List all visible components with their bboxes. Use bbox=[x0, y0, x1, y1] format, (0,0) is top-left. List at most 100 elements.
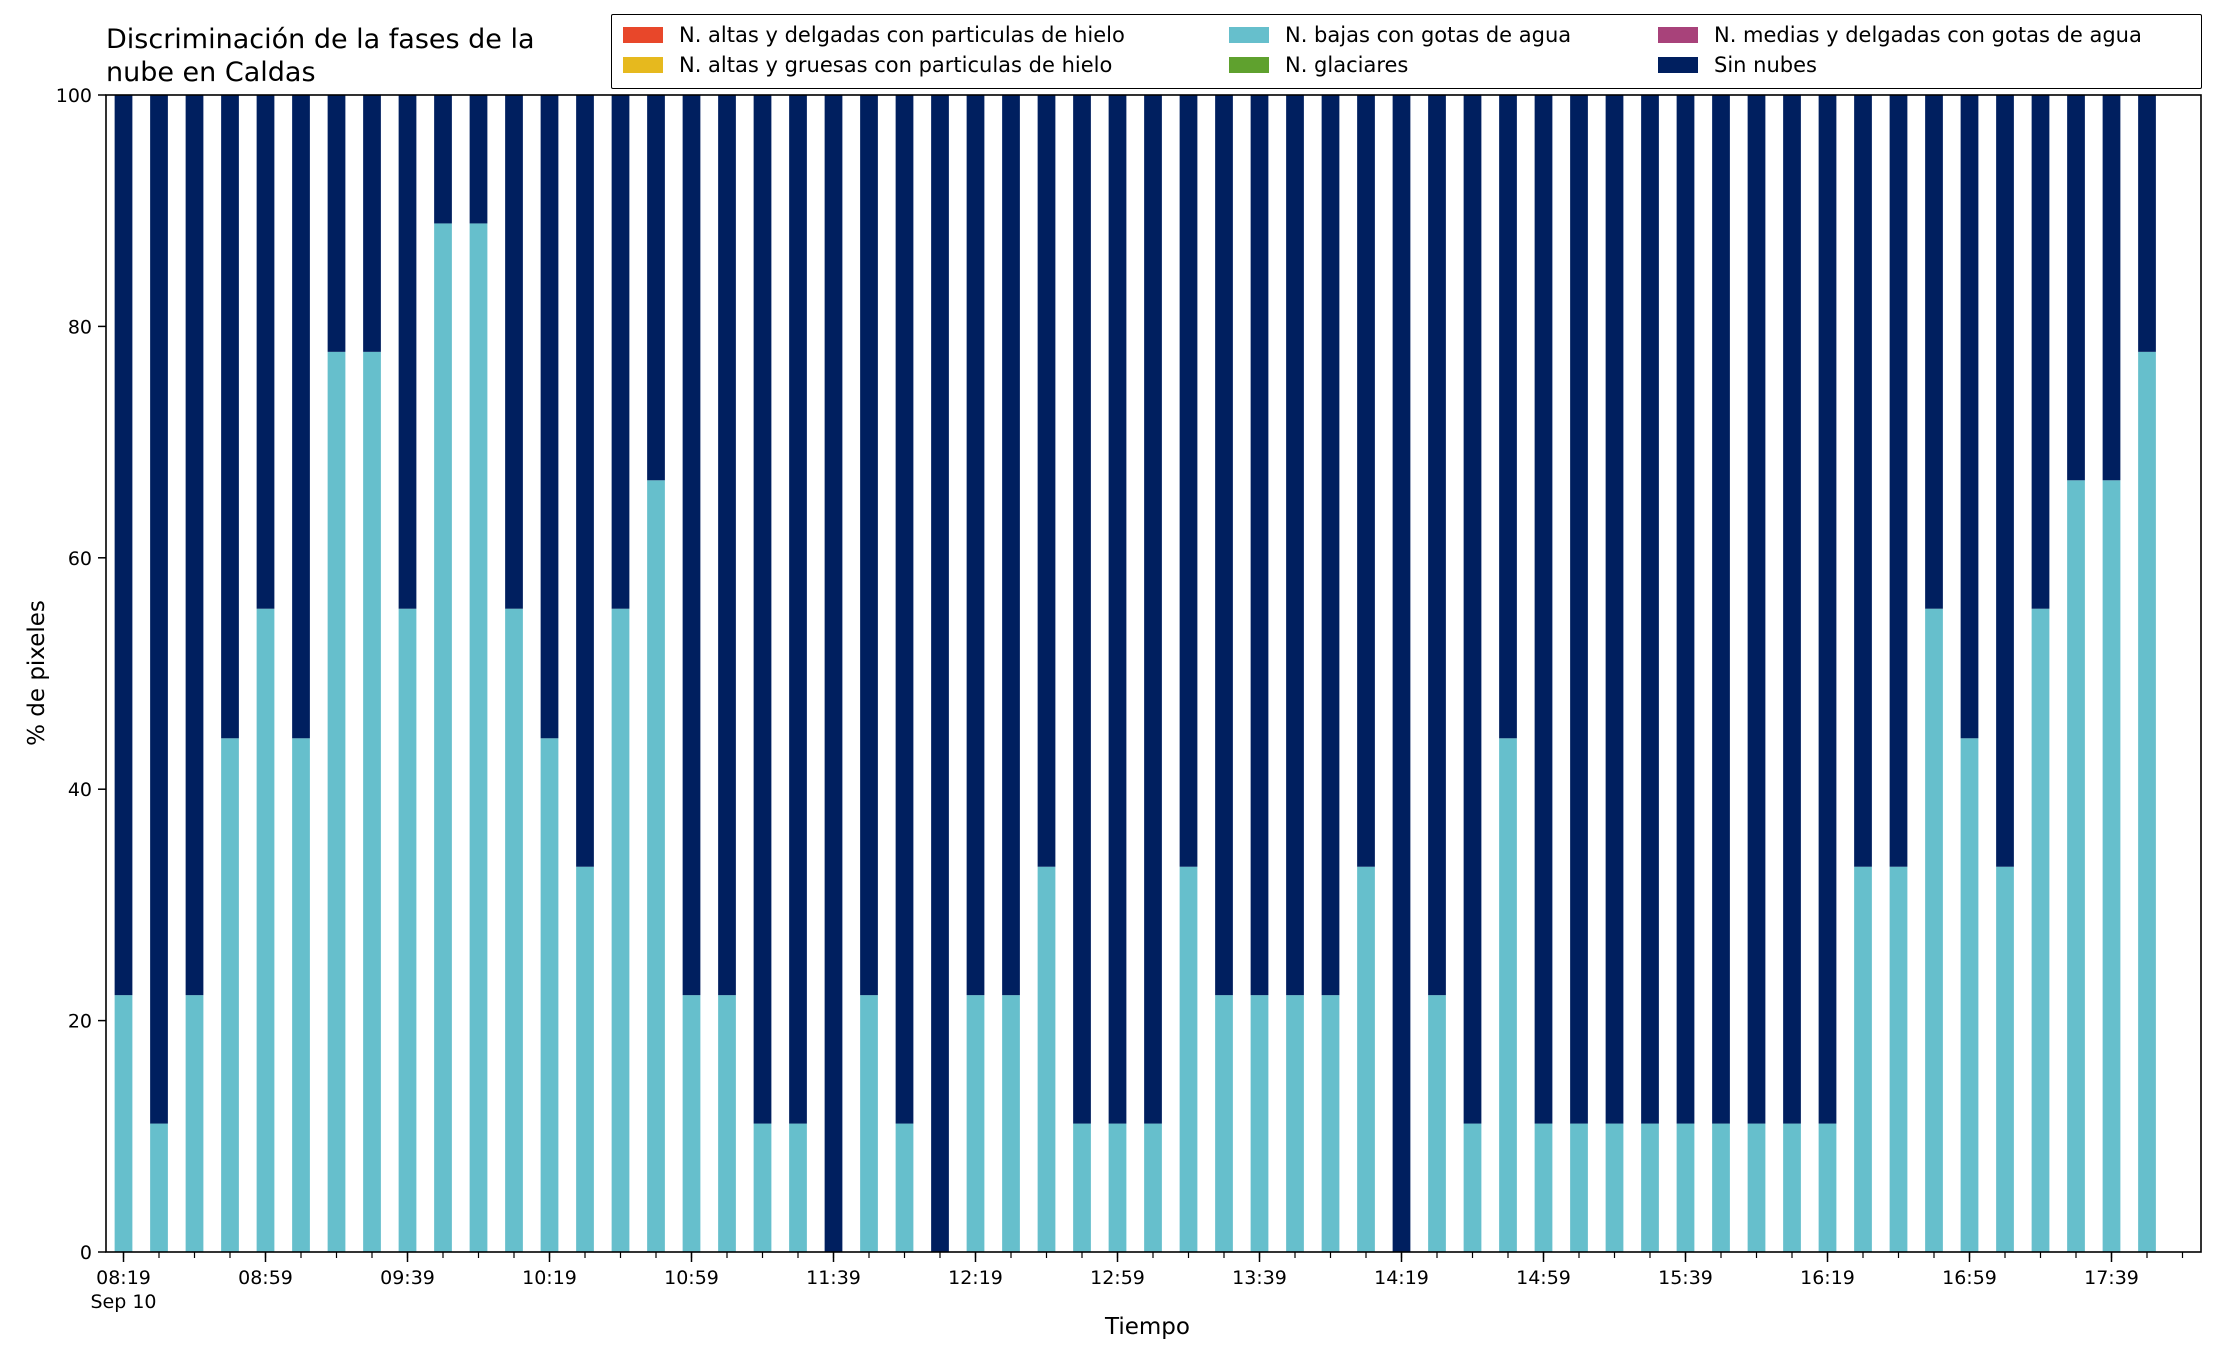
bar-nubes-bajas-14 bbox=[611, 608, 630, 1252]
bars-group bbox=[114, 95, 2156, 1253]
bar-nubes-bajas-16 bbox=[682, 995, 701, 1252]
bar-sin-nubes-29 bbox=[1144, 95, 1162, 1124]
bar-sin-nubes-23 bbox=[931, 95, 949, 1252]
bar-sin-nubes-50 bbox=[1889, 95, 1908, 867]
bar-sin-nubes-22 bbox=[895, 95, 914, 1124]
legend-swatch bbox=[1229, 27, 1269, 43]
bar-sin-nubes-30 bbox=[1179, 95, 1198, 867]
x-tick-label: 08:19 bbox=[96, 1267, 151, 1289]
bar-nubes-bajas-21 bbox=[860, 995, 878, 1252]
x-tick-label: 08:59 bbox=[238, 1267, 293, 1289]
bar-nubes-bajas-54 bbox=[2031, 608, 2050, 1252]
x-tick-label: 16:19 bbox=[1800, 1267, 1855, 1289]
bar-sin-nubes-52 bbox=[1960, 95, 1979, 739]
bar-nubes-bajas-1 bbox=[150, 1123, 168, 1252]
bar-nubes-bajas-52 bbox=[1960, 738, 1979, 1252]
x-tick-label: 14:19 bbox=[1374, 1267, 1429, 1289]
legend-item: N. bajas con gotas de agua bbox=[1229, 23, 1571, 47]
x-axis-label: Tiempo bbox=[1105, 1314, 1190, 1340]
bar-sin-nubes-57 bbox=[2138, 95, 2156, 352]
legend-label: N. medias y delgadas con gotas de agua bbox=[1714, 23, 2142, 47]
bar-nubes-bajas-13 bbox=[576, 866, 594, 1252]
bar-sin-nubes-12 bbox=[540, 95, 559, 739]
bar-nubes-bajas-35 bbox=[1357, 866, 1375, 1252]
x-tick-label: 16:59 bbox=[1942, 1267, 1997, 1289]
bar-sin-nubes-25 bbox=[1002, 95, 1020, 996]
bar-nubes-bajas-4 bbox=[256, 608, 275, 1252]
bar-sin-nubes-28 bbox=[1108, 95, 1127, 1124]
bar-nubes-bajas-3 bbox=[221, 738, 239, 1252]
bar-nubes-bajas-45 bbox=[1712, 1123, 1730, 1252]
bar-sin-nubes-39 bbox=[1499, 95, 1517, 739]
bar-sin-nubes-13 bbox=[576, 95, 594, 867]
bar-sin-nubes-37 bbox=[1428, 95, 1446, 996]
bar-nubes-bajas-38 bbox=[1463, 1123, 1482, 1252]
bar-sin-nubes-56 bbox=[2102, 95, 2121, 481]
bar-nubes-bajas-47 bbox=[1783, 1123, 1801, 1252]
bar-nubes-bajas-43 bbox=[1641, 1123, 1659, 1252]
y-tick-label: 0 bbox=[80, 1242, 92, 1264]
bar-sin-nubes-21 bbox=[860, 95, 878, 996]
bar-nubes-bajas-0 bbox=[114, 995, 133, 1252]
bar-nubes-bajas-17 bbox=[718, 995, 736, 1252]
bar-sin-nubes-26 bbox=[1037, 95, 1056, 867]
bar-nubes-bajas-44 bbox=[1676, 1123, 1695, 1252]
bar-nubes-bajas-7 bbox=[363, 351, 381, 1253]
bar-nubes-bajas-22 bbox=[895, 1123, 914, 1252]
bar-nubes-bajas-53 bbox=[1996, 866, 2014, 1252]
bar-sin-nubes-16 bbox=[682, 95, 701, 996]
legend-swatch bbox=[1658, 27, 1698, 43]
bar-nubes-bajas-2 bbox=[185, 995, 204, 1252]
bar-nubes-bajas-49 bbox=[1854, 866, 1872, 1252]
legend-label: Sin nubes bbox=[1714, 53, 1817, 77]
bar-nubes-bajas-32 bbox=[1250, 995, 1269, 1252]
x-tick-label: 13:39 bbox=[1232, 1267, 1287, 1289]
legend-label: N. altas y gruesas con particulas de hie… bbox=[679, 53, 1113, 77]
bar-sin-nubes-27 bbox=[1073, 95, 1091, 1124]
bar-nubes-bajas-19 bbox=[789, 1123, 807, 1252]
x-tick-label: 10:59 bbox=[664, 1267, 719, 1289]
bar-sin-nubes-10 bbox=[469, 95, 488, 224]
x-tick-label: 11:39 bbox=[806, 1267, 861, 1289]
legend-swatch bbox=[623, 27, 663, 43]
legend-item: Sin nubes bbox=[1658, 53, 1817, 77]
y-tick-label: 20 bbox=[68, 1011, 92, 1033]
bar-nubes-bajas-50 bbox=[1889, 866, 1908, 1252]
legend-label: N. altas y delgadas con particulas de hi… bbox=[679, 23, 1125, 47]
bar-nubes-bajas-6 bbox=[327, 351, 346, 1253]
bar-sin-nubes-46 bbox=[1747, 95, 1766, 1124]
bar-nubes-bajas-28 bbox=[1108, 1123, 1127, 1252]
y-axis-label: % de pixeles bbox=[24, 599, 50, 746]
y-axis: 0 20 40 60 80 100 bbox=[56, 85, 106, 1264]
x-tick-label: 09:39 bbox=[380, 1267, 435, 1289]
bar-sin-nubes-32 bbox=[1250, 95, 1269, 996]
legend-item: N. altas y delgadas con particulas de hi… bbox=[623, 23, 1125, 47]
bar-sin-nubes-44 bbox=[1676, 95, 1695, 1124]
x-axis: 08:19 08:59 09:39 10:19 10:59 11:39 12:19 12:59… bbox=[90, 1252, 2184, 1313]
bar-sin-nubes-38 bbox=[1463, 95, 1482, 1124]
bar-sin-nubes-42 bbox=[1605, 95, 1624, 1124]
bar-sin-nubes-55 bbox=[2067, 95, 2085, 481]
x-tick-label: 12:19 bbox=[948, 1267, 1003, 1289]
legend-label: N. glaciares bbox=[1285, 53, 1409, 77]
bar-sin-nubes-4 bbox=[256, 95, 275, 609]
legend: N. altas y delgadas con particulas de hi… bbox=[611, 14, 2202, 89]
bar-nubes-bajas-8 bbox=[398, 608, 417, 1252]
bar-sin-nubes-0 bbox=[114, 95, 133, 996]
bar-nubes-bajas-51 bbox=[1925, 608, 1943, 1252]
bar-nubes-bajas-15 bbox=[647, 480, 665, 1252]
bar-sin-nubes-51 bbox=[1925, 95, 1943, 609]
bar-sin-nubes-24 bbox=[966, 95, 985, 996]
bar-sin-nubes-15 bbox=[647, 95, 665, 481]
bar-nubes-bajas-46 bbox=[1747, 1123, 1766, 1252]
bar-sin-nubes-36 bbox=[1392, 95, 1411, 1252]
bar-sin-nubes-1 bbox=[150, 95, 168, 1124]
bar-sin-nubes-11 bbox=[505, 95, 523, 609]
bar-nubes-bajas-37 bbox=[1428, 995, 1446, 1252]
bar-nubes-bajas-9 bbox=[434, 223, 452, 1253]
y-tick-label: 40 bbox=[68, 779, 92, 801]
bar-sin-nubes-54 bbox=[2031, 95, 2050, 609]
bar-nubes-bajas-11 bbox=[505, 608, 523, 1252]
bar-nubes-bajas-42 bbox=[1605, 1123, 1624, 1252]
